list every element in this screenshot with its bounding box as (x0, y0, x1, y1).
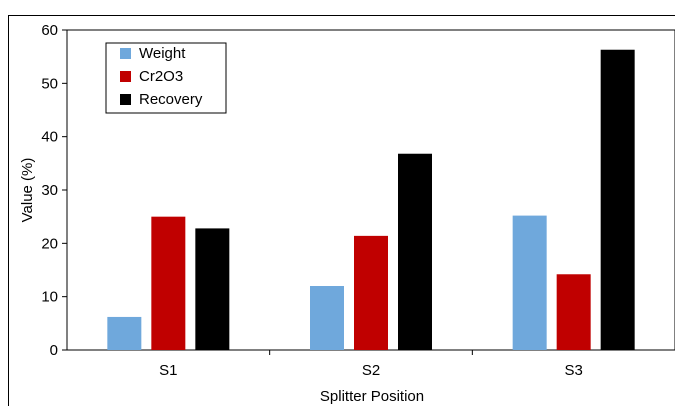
bar-cr2o3-s3 (557, 274, 591, 350)
y-tick-label: 10 (41, 289, 58, 306)
y-axis-title: Value (%) (19, 158, 36, 223)
x-tick-label: S1 (159, 362, 177, 379)
bar-cr2o3-s2 (354, 236, 388, 350)
y-tick-label: 40 (41, 129, 58, 146)
y-tick-label: 50 (41, 75, 58, 92)
legend: Weight Cr2O3 Recovery (106, 43, 226, 113)
bar-recovery-s1 (195, 228, 229, 350)
bar-recovery-s3 (601, 50, 635, 350)
legend-label-cr2o3: Cr2O3 (139, 68, 183, 85)
y-tick-label: 30 (41, 182, 58, 199)
x-axis-title: Splitter Position (320, 388, 424, 405)
legend-swatch-recovery (120, 94, 131, 105)
bar-weight-s3 (513, 216, 547, 350)
legend-label-weight: Weight (139, 45, 186, 62)
y-axis-ticks: 0 10 20 30 40 50 60 (41, 22, 67, 359)
legend-label-recovery: Recovery (139, 91, 203, 108)
bar-cr2o3-s1 (151, 217, 185, 350)
bar-weight-s2 (310, 286, 344, 350)
legend-swatch-cr2o3 (120, 71, 131, 82)
x-axis-ticks: S1 S2 S3 (159, 350, 583, 379)
x-tick-label: S3 (564, 362, 582, 379)
legend-swatch-weight (120, 48, 131, 59)
bar-weight-s1 (107, 317, 141, 350)
x-tick-label: S2 (362, 362, 380, 379)
y-tick-label: 0 (50, 342, 58, 359)
y-tick-label: 20 (41, 235, 58, 252)
bar-recovery-s2 (398, 154, 432, 350)
y-tick-label: 60 (41, 22, 58, 39)
